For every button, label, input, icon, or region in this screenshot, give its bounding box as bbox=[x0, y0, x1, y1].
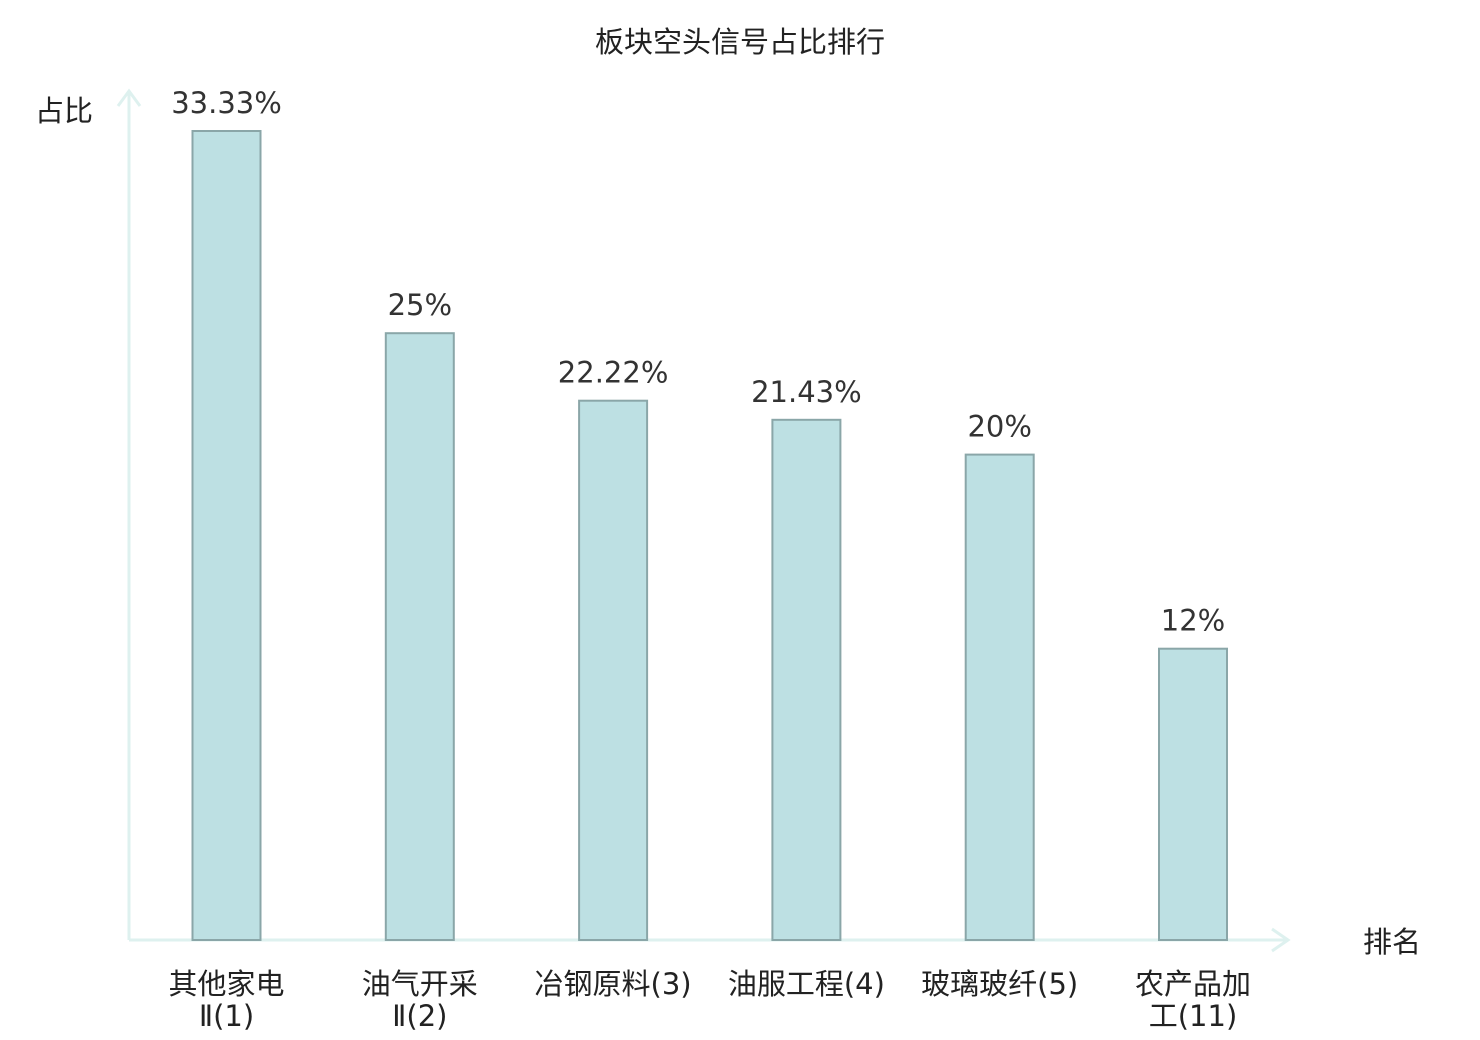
x-axis: 排名 bbox=[129, 925, 1421, 959]
category-labels: 其他家电 Ⅱ(1) 油气开采 Ⅱ(2) 冶钢原料(3) 油服工程(4) 玻璃玻纤(5) 农产品… bbox=[168, 967, 1251, 1033]
category-name: 玻璃玻纤 bbox=[921, 967, 1037, 1001]
bar bbox=[1158, 647, 1228, 941]
category-name: 油气开采 bbox=[362, 967, 478, 1001]
value-labels: 33.33% 25% 22.22% 21.43% 20% 12% bbox=[171, 86, 1225, 638]
value-label: 12% bbox=[1161, 604, 1225, 638]
x-axis-arrow bbox=[1271, 927, 1291, 953]
category-rank: (4) bbox=[844, 967, 885, 1001]
category-label: 油气开采 Ⅱ(2) bbox=[362, 967, 478, 1033]
bar bbox=[578, 399, 649, 941]
bar bbox=[384, 332, 455, 941]
bar bbox=[964, 453, 1035, 941]
bar bbox=[191, 130, 262, 941]
category-label: 农产品加工(11) bbox=[1135, 967, 1251, 1033]
category-label: 玻璃玻纤(5) bbox=[921, 967, 1078, 1001]
y-axis-arrow bbox=[116, 88, 142, 107]
category-label: 油服工程(4) bbox=[728, 967, 885, 1001]
category-rank: Ⅱ(2) bbox=[392, 999, 447, 1033]
category-name: 农产品加 bbox=[1135, 967, 1251, 1001]
value-label: 22.22% bbox=[558, 356, 669, 390]
value-label: 33.33% bbox=[171, 86, 282, 120]
category-label: 其他家电 Ⅱ(1) bbox=[168, 967, 284, 1033]
x-axis-label: 排名 bbox=[1363, 925, 1421, 959]
category-name: 其他家电 bbox=[168, 967, 284, 1001]
category-label: 冶钢原料(3) bbox=[535, 967, 692, 1001]
bar-series bbox=[191, 130, 1228, 941]
category-rank: Ⅱ(1) bbox=[199, 999, 254, 1033]
category-name: 冶钢原料 bbox=[535, 967, 651, 1001]
value-label: 21.43% bbox=[751, 375, 862, 409]
value-label: 20% bbox=[967, 410, 1031, 444]
y-axis-label: 占比 bbox=[35, 94, 93, 128]
value-label: 25% bbox=[388, 288, 452, 322]
y-axis: 占比 bbox=[35, 88, 142, 940]
category-name: 油服工程 bbox=[728, 967, 844, 1001]
chart-title: 板块空头信号占比排行 bbox=[595, 25, 885, 59]
category-rank: 工(11) bbox=[1149, 999, 1238, 1033]
category-rank: (3) bbox=[651, 967, 692, 1001]
bar bbox=[771, 418, 842, 941]
category-rank: (5) bbox=[1037, 967, 1078, 1001]
